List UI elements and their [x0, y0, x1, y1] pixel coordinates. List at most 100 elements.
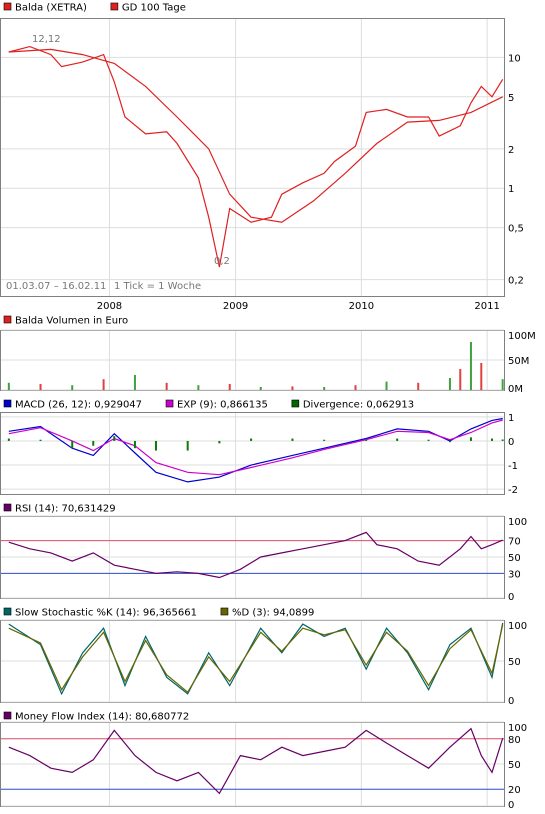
y-tick-label: 30	[508, 569, 521, 580]
series-line	[8, 45, 504, 268]
plot-frame	[0, 18, 505, 297]
y-tick-label: 50	[508, 553, 521, 564]
legend-swatch	[3, 607, 12, 616]
legend-label: Divergence: 0,062913	[303, 400, 414, 411]
y-tick-label: 50	[508, 760, 521, 771]
y-tick-label: 1	[508, 184, 514, 195]
volume-bar	[102, 379, 105, 390]
series-line	[8, 419, 503, 476]
y-tick-label: 20	[508, 785, 521, 796]
legend-label: Balda Volumen in Euro	[15, 316, 128, 327]
divergence-bar	[218, 440, 221, 444]
x-tick-label: 2011	[474, 301, 499, 312]
volume-bar	[197, 385, 200, 390]
volume-bar	[39, 384, 42, 390]
series-line	[8, 48, 503, 223]
legend-swatch	[110, 2, 119, 11]
divergence-bar	[448, 440, 451, 443]
divergence-bar	[92, 440, 95, 446]
divergence-bar	[39, 439, 42, 441]
x-tick-label: 2009	[223, 301, 248, 312]
volume-bar	[291, 386, 294, 390]
divergence-bar	[365, 439, 368, 441]
volume-bar	[165, 382, 168, 390]
y-tick-label: 100	[508, 723, 527, 734]
divergence-bar	[154, 440, 157, 451]
divergence-bar	[323, 439, 326, 441]
divergence-bar	[469, 437, 472, 441]
y-tick-label: 0	[508, 437, 514, 448]
y-tick-label: 10	[508, 53, 521, 64]
volume-bar	[7, 382, 10, 390]
series-line	[8, 531, 503, 579]
divergence-bar	[186, 440, 189, 451]
plot-frame	[0, 412, 505, 495]
volume-bar	[228, 384, 231, 390]
series-line	[8, 417, 503, 483]
series-line	[8, 727, 504, 795]
legend-swatch	[291, 399, 300, 408]
y-tick-label: 50M	[508, 356, 529, 367]
y-tick-label: 100	[508, 621, 527, 632]
volume-bar	[448, 378, 451, 390]
series-line	[8, 624, 504, 694]
y-tick-label: 0,5	[508, 224, 524, 235]
volume-bar	[501, 379, 504, 390]
annotation-high: 12,12	[32, 34, 61, 45]
y-tick-label: 0,2	[508, 276, 524, 287]
y-tick-label: 50	[508, 657, 521, 668]
volume-bar	[354, 385, 357, 390]
annotation-low: 0,2	[214, 256, 230, 267]
legend-swatch	[165, 399, 174, 408]
y-tick-label: 5	[508, 93, 514, 104]
legend-label: Balda (XETRA)	[15, 3, 87, 14]
y-tick-label: 70	[508, 537, 521, 548]
divergence-bar	[250, 438, 253, 441]
divergence-bar	[7, 438, 10, 441]
legend-swatch	[3, 503, 12, 512]
divergence-bar	[113, 436, 116, 441]
divergence-bar	[291, 438, 294, 441]
volume-bar	[417, 382, 420, 390]
panel-rsi: RSI (14): 70,631429 100 70 50 30 0	[0, 503, 527, 603]
y-tick-label: 1	[508, 413, 514, 424]
y-tick-label: 0	[508, 696, 514, 707]
volume-bar	[385, 381, 388, 390]
volume-bar	[480, 363, 483, 390]
panel-macd: MACD (26, 12): 0,929047 EXP (9): 0,866135…	[0, 399, 518, 496]
panel-stochastic: Slow Stochastic %K (14): 96,365661 %D (3)…	[0, 607, 527, 707]
legend-swatch	[3, 315, 12, 324]
y-tick-label: 100M	[508, 331, 536, 342]
legend-label: RSI (14): 70,631429	[15, 504, 116, 515]
date-range-label: 01.03.07 – 16.02.11	[6, 281, 106, 292]
volume-bar	[323, 387, 326, 390]
x-tick-label: 2008	[97, 301, 122, 312]
divergence-bar	[71, 440, 74, 449]
legend-label: Slow Stochastic %K (14): 96,365661	[15, 608, 197, 619]
legend-label: %D (3): 94,0899	[232, 608, 314, 619]
y-tick-label: 0	[508, 592, 514, 603]
volume-bar	[469, 342, 472, 390]
legend-label: GD 100 Tage	[122, 3, 186, 14]
series-line	[8, 622, 504, 696]
divergence-bar	[490, 438, 493, 441]
volume-bar	[259, 387, 262, 390]
divergence-bar	[133, 440, 136, 449]
y-tick-label: -2	[508, 485, 518, 496]
legend-swatch	[3, 711, 12, 720]
legend-swatch	[220, 607, 229, 616]
panel-volume: Balda Volumen in Euro 100M 50M 0M	[0, 315, 536, 395]
y-tick-label: -1	[508, 461, 518, 472]
y-tick-label: 80	[508, 735, 521, 746]
legend-swatch	[3, 399, 12, 408]
legend-label: Money Flow Index (14): 80,680772	[15, 712, 189, 723]
legend-swatch	[3, 2, 12, 11]
divergence-bar	[427, 439, 430, 441]
volume-bar	[133, 375, 136, 390]
x-tick-label: 2010	[349, 301, 374, 312]
tick-interval-label: 1 Tick = 1 Woche	[114, 281, 201, 292]
y-tick-label: 0	[508, 800, 514, 811]
y-tick-label: 0M	[508, 384, 523, 395]
